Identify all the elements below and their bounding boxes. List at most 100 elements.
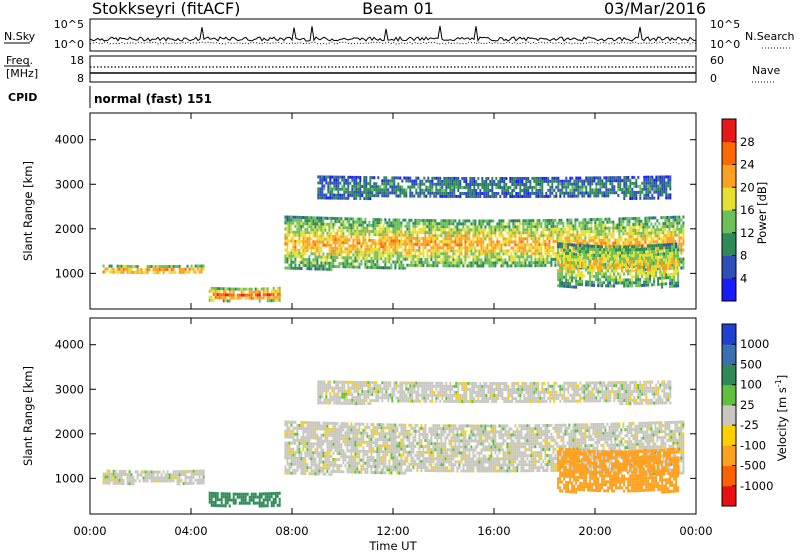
echo-cell — [647, 271, 650, 275]
echo-cell — [242, 287, 245, 291]
echo-cell — [476, 228, 479, 232]
echo-cell — [354, 238, 357, 242]
echo-cell — [603, 260, 606, 264]
echo-cell — [357, 193, 360, 197]
echo-cell — [552, 233, 555, 237]
echo-cell — [672, 230, 675, 234]
echo-cell — [284, 233, 287, 237]
echo-cell — [504, 258, 507, 262]
echo-cell — [628, 217, 631, 221]
echo-cell — [485, 177, 488, 180]
echo-cell — [403, 176, 406, 180]
echo-cell — [680, 266, 683, 270]
echo-cell — [222, 287, 225, 291]
echo-cell — [290, 224, 293, 228]
echo-cell — [358, 250, 361, 254]
echo-cell — [442, 237, 445, 241]
echo-cell — [464, 228, 467, 232]
echo-cell — [643, 184, 646, 188]
echo-cell — [590, 257, 593, 261]
echo-cell — [382, 266, 385, 270]
echo-cell — [534, 222, 537, 226]
echo-cell — [550, 263, 553, 267]
echo-cell — [126, 476, 129, 480]
echo-cell — [673, 251, 676, 255]
echo-cell — [550, 230, 553, 234]
echo-cell — [601, 281, 604, 285]
echo-cell — [628, 226, 631, 230]
echo-cell — [388, 245, 391, 249]
echo-cell — [304, 231, 307, 235]
echo-cell — [611, 254, 614, 258]
echo-cell — [358, 241, 361, 245]
echo-cell — [580, 227, 583, 231]
echo-cell — [606, 238, 609, 242]
echo-cell — [592, 230, 595, 234]
echo-cell — [575, 179, 578, 183]
echo-cell — [659, 187, 662, 191]
echo-cell — [353, 184, 356, 188]
echo-cell — [643, 280, 646, 284]
echo-cell — [124, 470, 127, 474]
echo-cell — [364, 220, 367, 224]
echo-cell — [563, 182, 566, 186]
echo-cell — [512, 255, 515, 259]
echo-cell — [459, 186, 462, 189]
echo-cell — [657, 282, 660, 286]
echo-cell — [604, 235, 607, 239]
echo-cell — [354, 259, 357, 263]
echo-cell — [678, 242, 681, 246]
echo-cell — [569, 182, 572, 186]
echo-cell — [304, 222, 307, 226]
echo-cell — [597, 251, 600, 255]
echo-cell — [622, 223, 625, 227]
echo-cell — [160, 476, 163, 480]
echo-cell — [449, 176, 452, 180]
echo-cell — [663, 243, 666, 247]
echo-cell — [577, 270, 580, 274]
echo-cell — [499, 186, 502, 189]
echo-cell — [586, 224, 589, 228]
echo-cell — [632, 238, 635, 241]
echo-cell — [208, 295, 211, 299]
echo-cell — [536, 252, 539, 256]
echo-region — [557, 242, 680, 289]
echo-cell — [352, 241, 355, 245]
echo-cell — [208, 298, 211, 302]
echo-cell — [585, 283, 588, 287]
nsky-label: N.Sky — [4, 30, 36, 43]
echo-cell — [585, 191, 588, 195]
echo-cell — [390, 230, 393, 234]
echo-cell — [484, 261, 487, 265]
echo-cell — [510, 237, 513, 241]
echo-cell — [359, 179, 362, 182]
echo-cell — [444, 228, 447, 232]
echo-cell — [567, 182, 570, 186]
echo-cell — [308, 261, 311, 265]
echo-cell — [300, 219, 303, 222]
echo-cell — [657, 175, 660, 179]
echo-cell — [398, 218, 401, 222]
echo-cell — [641, 283, 644, 287]
echo-cell — [152, 479, 155, 483]
echo-cell — [500, 249, 503, 253]
echo-cell — [488, 258, 491, 262]
echo-cell — [294, 254, 297, 258]
echo-cell — [364, 250, 367, 254]
echo-cell — [651, 262, 654, 266]
echo-cell — [469, 186, 472, 189]
echo-cell — [412, 257, 415, 261]
echo-cell — [478, 231, 481, 235]
echo-cell — [240, 290, 243, 294]
echo-cell — [298, 218, 301, 222]
echo-cell — [557, 275, 560, 279]
echo-cell — [631, 196, 634, 200]
echo-cell — [668, 233, 671, 237]
echo-cell — [651, 265, 654, 269]
echo-cell — [489, 180, 492, 183]
echo-cell — [487, 192, 490, 195]
echo-cell — [546, 225, 549, 228]
echo-cell — [416, 239, 419, 243]
echo-cell — [653, 256, 656, 260]
echo-cell — [488, 228, 491, 232]
